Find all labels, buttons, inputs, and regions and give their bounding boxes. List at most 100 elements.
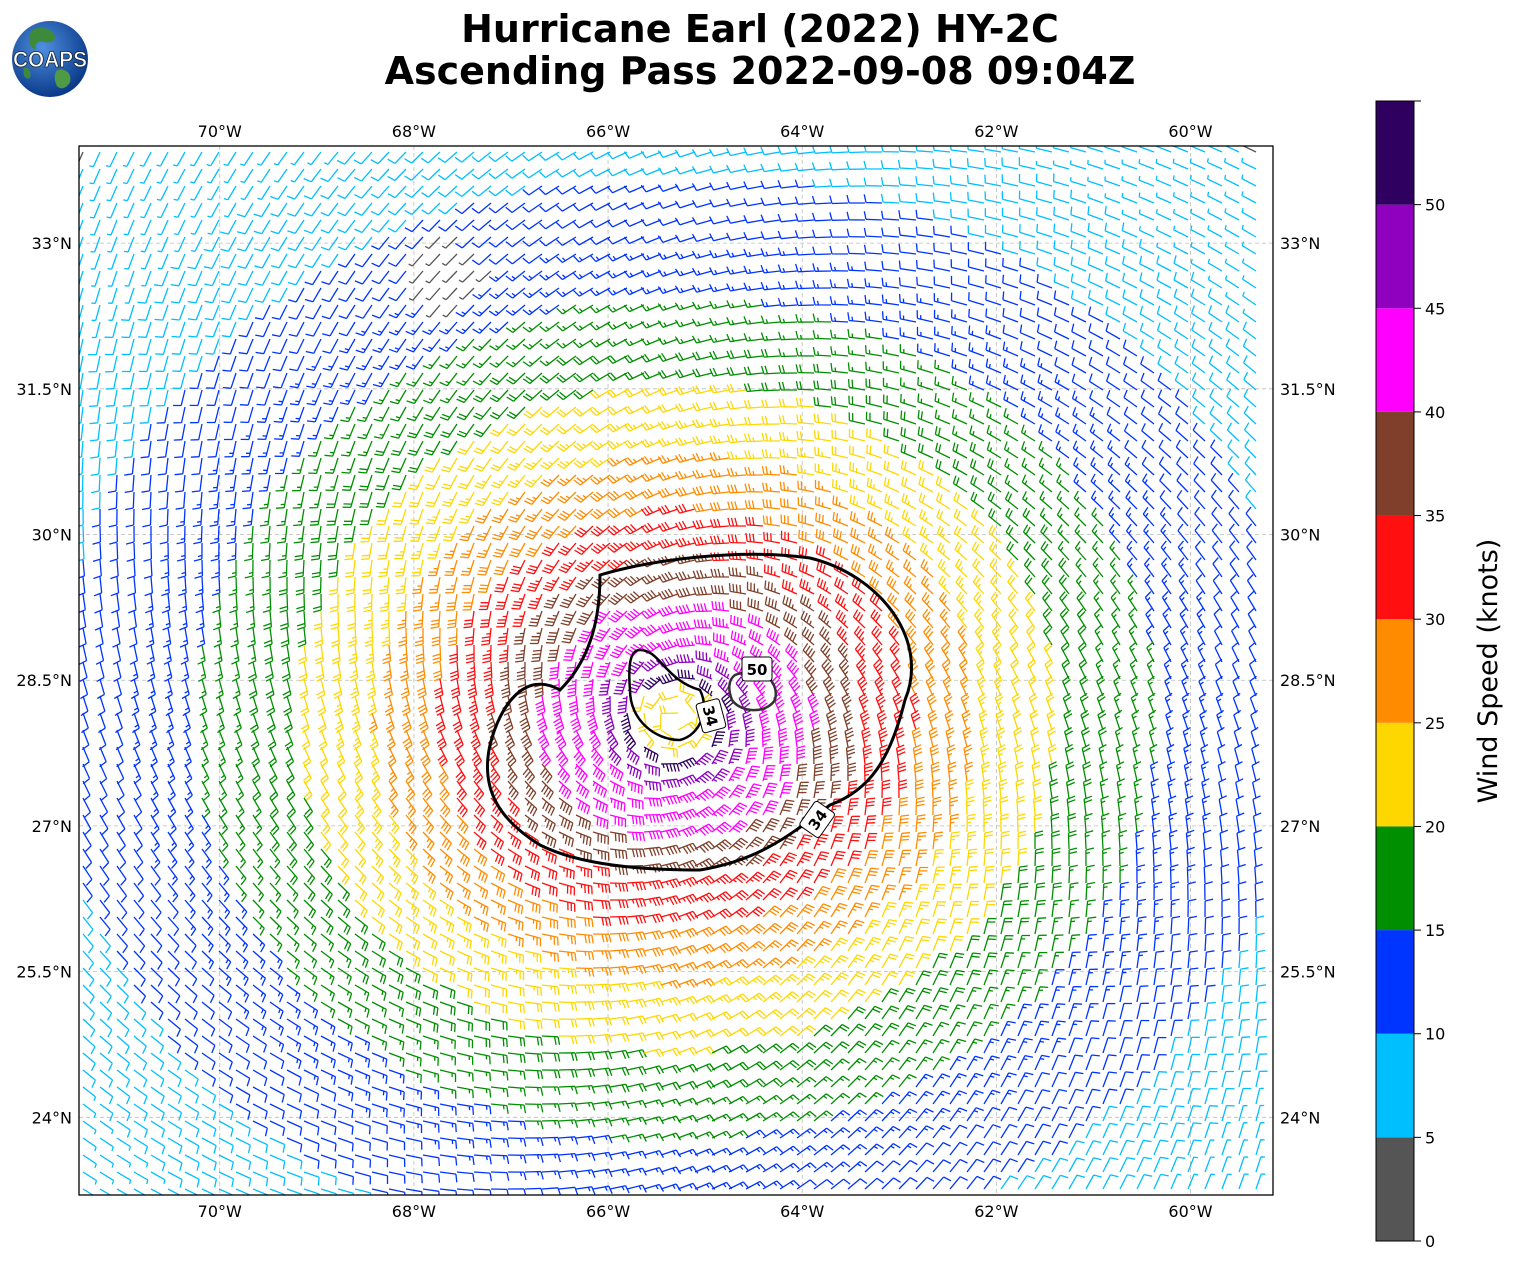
wind-barb	[846, 146, 866, 154]
wind-barb	[744, 466, 764, 476]
wind-barb	[173, 389, 186, 407]
wind-barb	[744, 483, 764, 493]
wind-barb	[239, 372, 254, 389]
wind-barb	[916, 293, 934, 306]
wind-barb	[320, 236, 339, 251]
wind-barb	[224, 457, 237, 475]
wind-barb	[815, 512, 832, 527]
wind-barb	[142, 508, 152, 528]
wind-barb	[743, 248, 764, 258]
wind-barb	[1036, 240, 1053, 255]
wind-barb	[1088, 356, 1104, 374]
wind-barb	[1002, 358, 1019, 374]
wind-barb	[377, 525, 390, 543]
wind-barb	[863, 177, 883, 187]
wind-barb	[814, 479, 832, 493]
wind-barb	[1190, 242, 1206, 255]
wind-barb	[915, 192, 934, 204]
wind-barb	[692, 485, 713, 496]
wind-barb	[159, 508, 169, 528]
wind-barb	[138, 321, 152, 338]
wind-barb	[489, 406, 509, 420]
wind-barb	[239, 389, 254, 406]
wind-barb	[123, 202, 135, 219]
wind-barb	[640, 404, 662, 414]
wind-barb	[657, 286, 679, 295]
wind-barb	[354, 236, 373, 251]
wind-barb	[288, 287, 305, 303]
wind-barb	[107, 474, 118, 494]
wind-barb	[761, 382, 781, 392]
wind-barb	[1019, 257, 1036, 272]
wind-barb	[472, 338, 492, 352]
wind-barb	[438, 202, 458, 215]
wind-barb	[1227, 456, 1240, 476]
wind-barb	[1190, 271, 1206, 289]
wind-barb	[1073, 473, 1087, 493]
wind-barb	[140, 202, 152, 219]
wind-barb	[952, 442, 968, 459]
wind-barb	[190, 219, 203, 235]
wind-barb	[1140, 406, 1155, 425]
wind-barb	[490, 474, 509, 489]
wind-barb	[422, 321, 441, 335]
wind-barb	[1209, 389, 1223, 408]
wind-barb	[140, 457, 152, 476]
wind-barb	[472, 287, 492, 300]
wind-barb	[1228, 506, 1240, 527]
wind-barb	[743, 282, 764, 292]
wind-barb	[933, 259, 951, 272]
wind-barb	[709, 367, 730, 377]
wind-barb	[811, 179, 832, 188]
colorbar-bin	[1376, 1033, 1414, 1138]
wind-barb	[1073, 490, 1087, 510]
wind-barb	[475, 508, 492, 524]
wind-barb	[933, 242, 951, 255]
wind-barb	[709, 267, 730, 276]
wind-barb	[970, 508, 985, 527]
wind-barb	[1157, 355, 1172, 374]
wind-barb	[391, 474, 407, 491]
wind-barb	[967, 208, 985, 221]
wind-barb	[258, 457, 271, 475]
wind-barb	[623, 523, 645, 535]
wind-barb	[932, 158, 951, 170]
wind-barb	[936, 508, 951, 527]
wind-barb	[1071, 357, 1087, 374]
wind-barb	[1074, 507, 1087, 527]
wind-barb	[1224, 208, 1240, 221]
wind-barb	[1226, 372, 1240, 391]
wind-barb	[1089, 390, 1104, 408]
wind-barb	[968, 292, 985, 306]
wind-barb	[539, 406, 560, 418]
wind-barb	[108, 508, 118, 528]
wind-barb	[221, 321, 237, 338]
wind-barb	[276, 508, 288, 527]
wind-barb	[1173, 255, 1189, 272]
wind-barb	[388, 287, 407, 302]
wind-barb	[1155, 209, 1172, 221]
wind-barb	[967, 258, 985, 272]
wind-barb	[1125, 490, 1138, 510]
wind-barb	[760, 348, 781, 358]
wind-barb	[1105, 373, 1121, 391]
wind-barb	[488, 202, 509, 214]
wind-barb	[522, 270, 543, 282]
wind-barb	[272, 372, 288, 389]
wind-barb	[726, 283, 747, 292]
wind-barb	[726, 333, 747, 343]
wind-barb	[623, 151, 645, 159]
wind-barb	[392, 508, 407, 525]
wind-barb	[846, 261, 866, 272]
wind-barb	[1190, 258, 1206, 272]
wind-barb	[441, 270, 458, 284]
wind-barb	[424, 440, 441, 456]
wind-barb	[222, 372, 237, 389]
wind-barb	[106, 185, 118, 202]
wind-barb	[1038, 424, 1053, 442]
wind-barb	[1070, 160, 1087, 170]
wind-barb	[156, 168, 169, 184]
wind-barb	[1002, 324, 1019, 340]
wind-barb	[1159, 473, 1172, 493]
